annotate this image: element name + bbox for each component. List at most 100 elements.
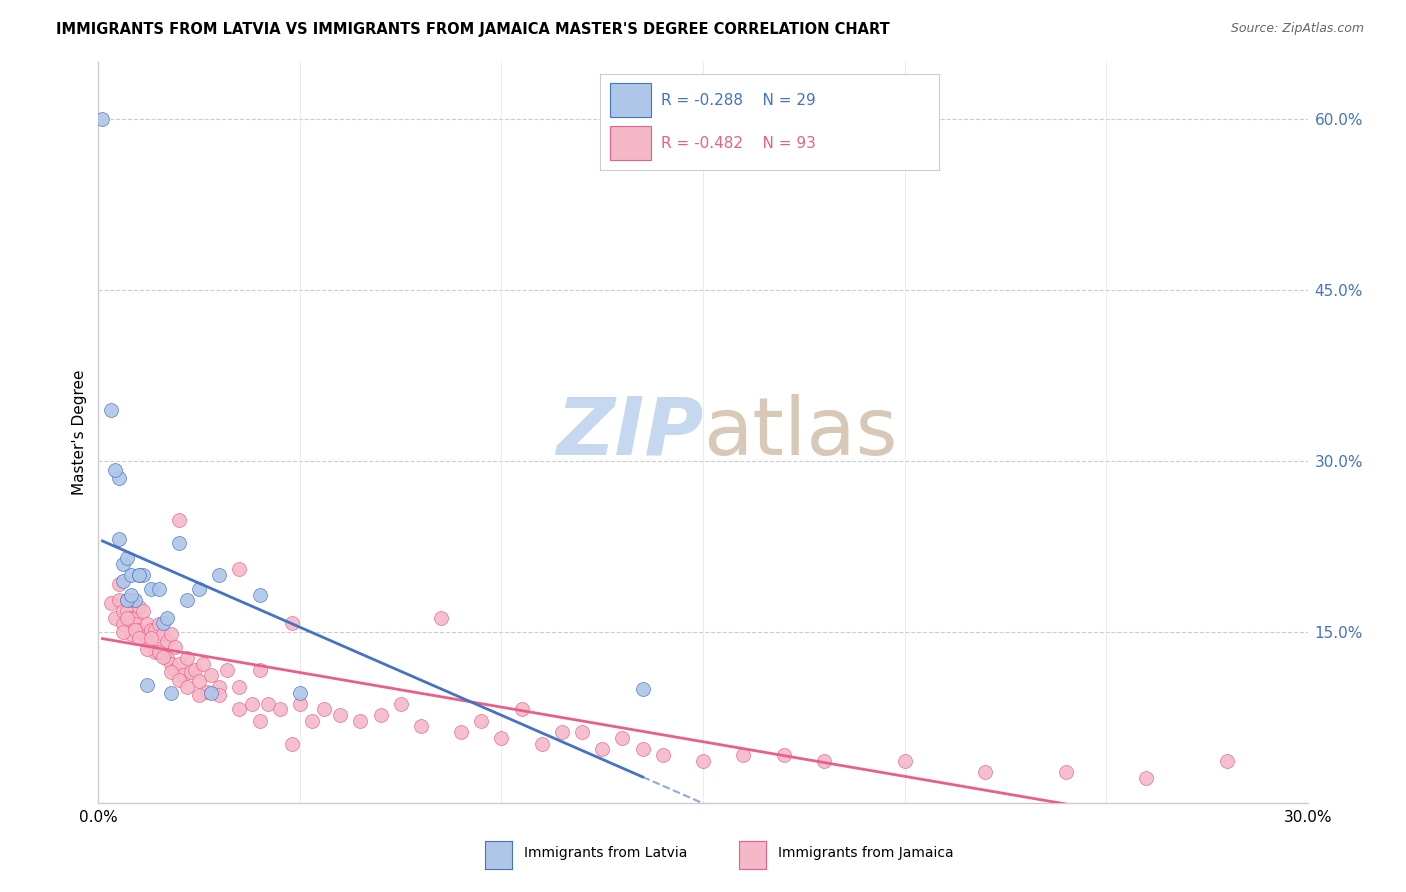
Point <box>132 568 155 582</box>
Point <box>228 562 250 576</box>
Point <box>301 714 323 728</box>
Point <box>314 702 336 716</box>
Point <box>124 593 146 607</box>
Point <box>491 731 513 745</box>
Point <box>124 617 146 632</box>
Text: Immigrants from Jamaica: Immigrants from Jamaica <box>778 847 953 860</box>
Point <box>240 697 263 711</box>
Point <box>107 471 129 485</box>
Point <box>100 597 122 611</box>
Point <box>281 737 304 751</box>
Point <box>1054 765 1077 780</box>
Point <box>156 611 179 625</box>
Point <box>143 623 166 637</box>
Point <box>156 651 179 665</box>
Point <box>115 593 138 607</box>
Point <box>115 604 138 618</box>
Point <box>176 593 198 607</box>
Point <box>217 663 239 677</box>
Point <box>893 754 915 768</box>
Point <box>111 557 134 571</box>
Point <box>188 688 211 702</box>
Point <box>167 673 190 687</box>
Point <box>111 624 134 639</box>
Point <box>135 617 157 632</box>
Point <box>228 702 250 716</box>
Point <box>135 678 157 692</box>
Point <box>612 731 634 745</box>
Point <box>269 702 291 716</box>
Point <box>188 582 211 596</box>
Point <box>631 681 654 696</box>
Point <box>551 725 574 739</box>
Y-axis label: Master's Degree: Master's Degree <box>72 370 87 495</box>
Text: Immigrants from Latvia: Immigrants from Latvia <box>524 847 688 860</box>
Point <box>107 577 129 591</box>
Point <box>176 651 198 665</box>
Text: Source: ZipAtlas.com: Source: ZipAtlas.com <box>1230 22 1364 36</box>
Point <box>156 634 179 648</box>
Point <box>160 665 183 679</box>
Text: atlas: atlas <box>703 393 897 472</box>
Point <box>128 568 150 582</box>
Point <box>208 568 231 582</box>
Point <box>120 589 142 603</box>
Point <box>91 112 114 127</box>
Point <box>152 627 174 641</box>
Point <box>132 604 155 618</box>
Point <box>160 657 183 671</box>
Point <box>120 568 142 582</box>
Point <box>120 593 142 607</box>
Point <box>103 463 125 477</box>
Point <box>631 742 654 756</box>
Point <box>193 657 215 671</box>
Point <box>128 631 150 645</box>
Point <box>167 513 190 527</box>
Point <box>148 645 170 659</box>
Point <box>249 589 271 603</box>
Point <box>256 697 278 711</box>
Point <box>184 663 207 677</box>
Point <box>143 645 166 659</box>
Point <box>1216 754 1239 768</box>
Point <box>139 623 162 637</box>
Point <box>128 599 150 614</box>
Point <box>167 536 190 550</box>
Point <box>591 742 613 756</box>
Point <box>329 708 352 723</box>
Point <box>450 725 472 739</box>
Point <box>160 627 183 641</box>
Point <box>160 686 183 700</box>
Point <box>430 611 453 625</box>
Text: ZIP: ZIP <box>555 393 703 472</box>
Point <box>128 568 150 582</box>
Point <box>1135 771 1157 785</box>
Point <box>120 627 142 641</box>
Point <box>208 688 231 702</box>
Point <box>111 604 134 618</box>
Point <box>470 714 492 728</box>
Point <box>115 611 138 625</box>
Point <box>152 640 174 654</box>
Point <box>571 725 593 739</box>
Point <box>135 642 157 657</box>
Point <box>389 697 412 711</box>
Point <box>167 657 190 671</box>
Point <box>128 623 150 637</box>
Point <box>139 582 162 596</box>
Point <box>288 686 311 700</box>
Point <box>200 686 222 700</box>
Point <box>107 532 129 546</box>
Point <box>100 402 122 417</box>
Point <box>228 680 250 694</box>
Point <box>180 665 202 679</box>
Point <box>172 668 194 682</box>
Point <box>813 754 835 768</box>
Point <box>530 737 553 751</box>
Point <box>115 550 138 565</box>
Point <box>132 627 155 641</box>
Point <box>148 582 170 596</box>
Point <box>124 623 146 637</box>
Point <box>200 668 222 682</box>
Point <box>148 645 170 659</box>
